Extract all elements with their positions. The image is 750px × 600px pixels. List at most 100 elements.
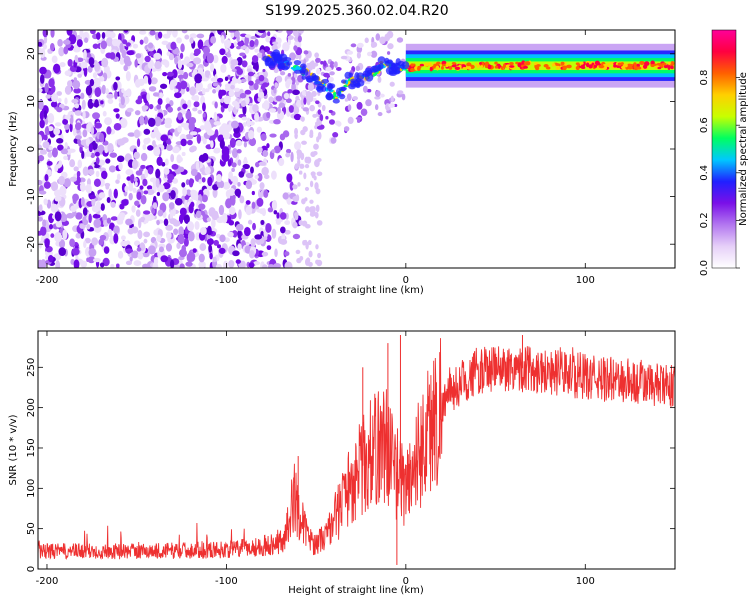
spectrogram-noise-cell	[140, 152, 148, 162]
spectrogram-ridge-cell	[301, 65, 306, 74]
spectrogram-noise-cell	[179, 248, 187, 258]
spectrogram-noise-cell	[310, 60, 315, 66]
spectrogram-noise-cell	[48, 224, 54, 230]
spectrogram-noise-cell	[208, 244, 213, 253]
colorbar-tick-label: 0.6	[699, 117, 710, 133]
spectrogram-ridge-cell	[316, 86, 324, 93]
spectrogram-noise-cell	[156, 234, 162, 243]
spectrogram-noise-cell	[254, 234, 263, 240]
chart-title: S199.2025.360.02.04.R20	[265, 3, 448, 19]
spectrogram-noise-cell	[193, 52, 199, 57]
spectrogram-noise-cell	[186, 62, 194, 68]
spectrogram-noise-cell	[263, 189, 269, 198]
spectrogram-noise-cell	[152, 140, 156, 147]
spectrogram-noise-cell	[106, 126, 112, 135]
spectrogram-noise-cell	[239, 52, 246, 57]
spectrogram-noise-cell	[182, 187, 188, 197]
spectrogram-ridge-cell	[562, 65, 567, 71]
spectrogram-noise-cell	[227, 231, 234, 238]
spectrogram-noise-cell	[167, 178, 173, 184]
spectrogram-noise-cell	[249, 137, 257, 147]
spectrogram-noise-cell	[397, 90, 404, 95]
spectrogram-noise-cell	[296, 154, 301, 161]
spectrogram-noise-cell	[216, 217, 224, 224]
spectrogram-noise-cell	[176, 37, 182, 44]
spectrogram-noise-cell	[202, 112, 206, 118]
spectrogram-noise-cell	[95, 170, 100, 178]
spectrogram-noise-cell	[316, 125, 324, 130]
spectrogram-noise-cell	[321, 104, 326, 112]
spectrogram-noise-cell	[316, 171, 323, 177]
spectrogram-ridge-cell	[311, 72, 317, 80]
spectrogram-ridge-cell	[524, 61, 531, 66]
snr-y-tick-label: 100	[26, 479, 37, 498]
spectrogram-noise-cell	[303, 50, 309, 55]
spectrogram-ridge-cell	[356, 72, 365, 81]
spectrogram-noise-cell	[297, 158, 301, 167]
spectrogram-ridge-cell	[355, 82, 361, 89]
spectrogram-noise-cell	[56, 91, 62, 96]
spectrogram-noise-cell	[50, 203, 59, 213]
spectrogram-ridge-cell	[545, 66, 551, 70]
spectrogram-ridge-cell	[301, 75, 307, 80]
spectrogram-noise-cell	[194, 73, 203, 84]
snr-y-label: SNR (10 * v/v)	[8, 414, 19, 485]
spectrogram-noise-cell	[50, 30, 55, 38]
spectrogram-ridge-cell	[364, 72, 374, 82]
spectrogram-noise-cell	[102, 110, 107, 117]
spectrogram-ridge-cell	[543, 63, 549, 68]
spectrogram-x-tick-label: 0	[403, 275, 409, 286]
spectrogram-noise-cell	[73, 87, 81, 94]
spectrogram-noise-cell	[94, 87, 102, 98]
spectrogram-noise-cell	[344, 98, 349, 102]
spectrogram-ridge-cell	[593, 64, 598, 68]
spectrogram-ridge-cell	[286, 61, 293, 66]
spectrogram-noise-cell	[134, 181, 138, 187]
spectrogram-noise-cell	[64, 123, 70, 130]
snr-frame	[37, 330, 676, 570]
spectrogram-noise-cell	[144, 169, 149, 178]
spectrogram-noise-cell	[223, 39, 232, 48]
spectrogram-noise-cell	[190, 189, 197, 196]
spectrogram-noise-cell	[106, 217, 112, 224]
spectrogram-ridge-cell	[467, 66, 472, 70]
spectrogram-noise-cell	[366, 88, 372, 93]
spectrogram-ridge-cell	[328, 83, 336, 89]
spectrogram-noise-cell	[48, 145, 53, 150]
spectrogram-noise-cell	[258, 89, 263, 93]
spectrogram-noise-cell	[230, 64, 235, 70]
spectrogram-noise-cell	[201, 177, 206, 183]
spectrogram-noise-cell	[313, 143, 319, 150]
spectrogram-noise-cell	[147, 59, 155, 70]
spectrogram-ridge-cell	[341, 79, 347, 84]
spectrogram-noise-cell	[370, 41, 378, 48]
spectrogram-noise-cell	[88, 143, 93, 153]
spectrogram-ridge-cell	[384, 60, 394, 67]
spectrogram-noise-cell	[185, 179, 190, 186]
spectrogram-noise-cell	[91, 205, 100, 213]
spectrogram-noise-cell	[86, 223, 91, 230]
spectrogram-noise-cell	[144, 55, 151, 63]
spectrogram-noise-cell	[360, 108, 368, 116]
spectrogram-noise-cell	[294, 127, 299, 136]
spectrogram-noise-cell	[195, 81, 203, 92]
spectrogram-noise-cell	[161, 40, 169, 46]
spectrogram-noise-cell	[99, 262, 105, 268]
spectrogram-noise-cell	[101, 57, 109, 68]
spectrogram-noise-cell	[275, 75, 283, 83]
spectrogram-noise-cell	[273, 263, 281, 268]
spectrogram-noise-cell	[180, 60, 187, 65]
spectrogram-ridge-cell	[581, 64, 585, 68]
spectrogram-noise-cell	[295, 54, 299, 60]
spectrogram-noise-cell	[229, 137, 236, 148]
spectrogram-noise-cell	[72, 127, 77, 136]
spectrogram-noise-cell	[277, 106, 281, 114]
spectrogram-noise-cell	[251, 55, 259, 63]
spectrogram-noise-cell	[69, 176, 78, 182]
spectrogram-noise-cell	[148, 77, 152, 85]
spectrogram-noise-cell	[389, 81, 395, 87]
spectrogram-ridge-cell	[575, 62, 580, 66]
spectrogram-noise-cell	[174, 91, 182, 99]
spectrogram-noise-cell	[223, 260, 229, 268]
spectrogram-noise-cell	[230, 31, 235, 39]
